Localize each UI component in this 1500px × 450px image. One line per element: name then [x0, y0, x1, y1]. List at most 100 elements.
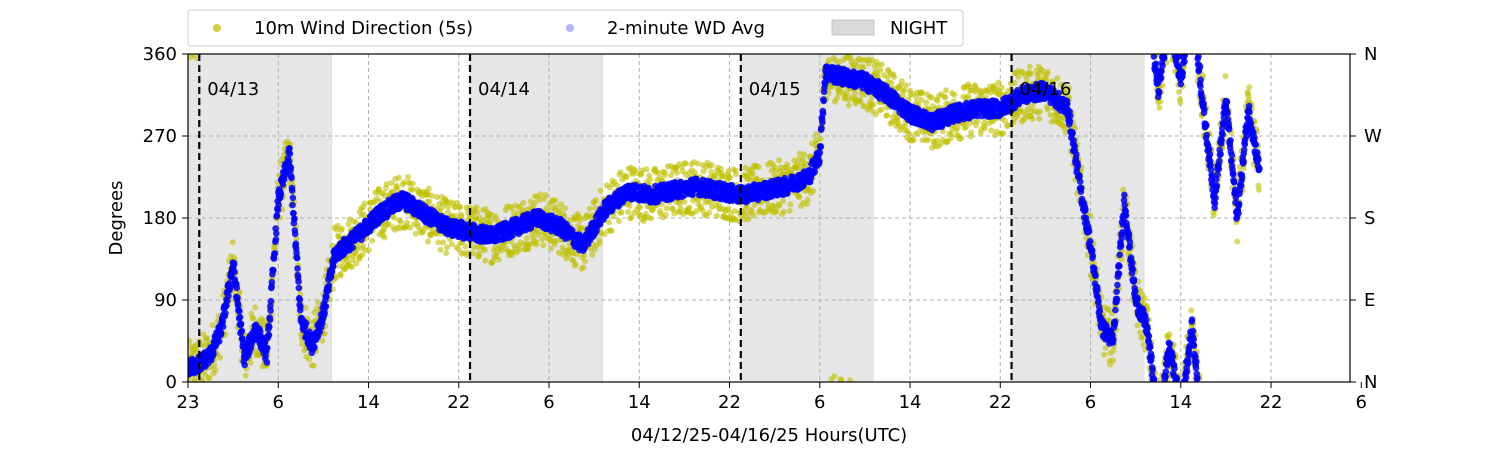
data-point-wind-direction-5s	[476, 250, 483, 257]
data-point-wind-direction-5s	[556, 207, 563, 214]
data-point-2min-avg	[323, 293, 330, 301]
data-point-wind-direction-5s	[947, 135, 954, 142]
data-point-2min-avg	[264, 344, 271, 352]
data-point-wind-direction-5s	[1036, 115, 1043, 122]
data-point-wind-direction-5s	[1015, 73, 1022, 80]
data-point-2min-avg	[295, 284, 303, 292]
data-point-wind-direction-5s	[825, 90, 832, 96]
data-point-2min-avg	[288, 187, 296, 194]
data-point-wind-direction-5s	[928, 94, 935, 101]
data-point-wind-direction-5s	[857, 98, 864, 105]
data-point-wind-direction-5s	[353, 260, 360, 267]
data-point-2min-avg	[263, 359, 271, 366]
data-point-wind-direction-5s	[306, 356, 313, 363]
data-point-wind-direction-5s	[1140, 341, 1147, 348]
data-point-wind-direction-5s	[1044, 68, 1051, 75]
data-point-wind-direction-5s	[250, 315, 257, 322]
data-point-wind-direction-5s	[394, 186, 401, 193]
data-point-wind-direction-5s	[247, 359, 254, 366]
data-point-wind-direction-5s	[359, 251, 366, 258]
data-point-wind-direction-5s	[779, 198, 786, 204]
data-point-wind-direction-5s	[699, 207, 706, 214]
data-point-wind-direction-5s	[407, 224, 414, 231]
data-point-wind-direction-5s	[817, 135, 824, 142]
data-point-wind-direction-5s	[582, 258, 588, 265]
data-point-2min-avg	[328, 268, 336, 276]
data-point-wind-direction-5s	[365, 247, 372, 253]
data-point-wind-direction-5s	[954, 124, 961, 131]
data-point-wind-direction-5s	[339, 225, 345, 232]
data-point-wind-direction-5s	[448, 241, 455, 248]
data-point-wind-direction-5s	[787, 201, 794, 208]
data-point-wind-direction-5s	[694, 160, 701, 167]
data-point-2min-avg	[271, 250, 279, 257]
data-point-wind-direction-5s	[643, 166, 650, 173]
data-point-wind-direction-5s	[1134, 322, 1141, 329]
data-point-wind-direction-5s	[597, 187, 604, 194]
data-point-2min-avg	[265, 331, 273, 339]
data-point-wind-direction-5s	[894, 114, 901, 121]
data-point-wind-direction-5s	[457, 203, 464, 210]
data-point-2min-avg	[215, 338, 223, 345]
data-point-wind-direction-5s	[1028, 70, 1035, 77]
data-point-wind-direction-5s	[444, 208, 451, 215]
data-point-2min-avg	[272, 225, 279, 232]
data-point-wind-direction-5s	[1210, 212, 1217, 219]
data-point-wind-direction-5s	[302, 304, 309, 311]
data-point-wind-direction-5s	[552, 197, 559, 204]
data-point-2min-avg	[322, 303, 330, 310]
data-point-wind-direction-5s	[731, 208, 738, 215]
data-point-wind-direction-5s	[385, 221, 392, 228]
data-point-2min-avg	[296, 296, 304, 304]
data-point-wind-direction-5s	[804, 196, 811, 203]
data-point-2min-avg	[222, 309, 229, 317]
data-point-wind-direction-5s	[726, 174, 733, 181]
data-point-wind-direction-5s	[1047, 112, 1054, 118]
data-point-wind-direction-5s	[495, 256, 502, 263]
data-point-wind-direction-5s	[412, 230, 419, 237]
data-point-wind-direction-5s	[558, 201, 565, 208]
data-point-wind-direction-5s	[1140, 333, 1146, 340]
data-point-wind-direction-5s	[691, 169, 698, 176]
data-point-2min-avg	[295, 278, 302, 285]
data-point-wind-direction-5s	[361, 200, 368, 207]
data-point-wind-direction-5s	[359, 242, 366, 249]
data-point-wind-direction-5s	[755, 164, 762, 171]
data-point-2min-avg	[219, 323, 227, 331]
data-point-wind-direction-5s	[1159, 82, 1166, 89]
data-point-wind-direction-5s	[1029, 115, 1036, 122]
data-point-wind-direction-5s	[796, 194, 803, 201]
data-point-wind-direction-5s	[667, 172, 674, 179]
data-point-wind-direction-5s	[750, 212, 757, 219]
data-point-wind-direction-5s	[878, 61, 885, 68]
data-point-wind-direction-5s	[470, 250, 477, 257]
data-point-wind-direction-5s	[391, 214, 398, 221]
data-point-wind-direction-5s	[674, 169, 680, 176]
data-point-wind-direction-5s	[1156, 104, 1163, 111]
data-point-wind-direction-5s	[995, 79, 1002, 86]
data-point-wind-direction-5s	[1234, 238, 1241, 245]
data-point-wind-direction-5s	[933, 137, 940, 144]
data-point-wind-direction-5s	[998, 84, 1005, 91]
data-point-wind-direction-5s	[462, 243, 469, 250]
data-point-wind-direction-5s	[542, 192, 549, 198]
data-point-wind-direction-5s	[580, 264, 587, 271]
data-point-wind-direction-5s	[592, 205, 599, 211]
data-point-2min-avg	[230, 261, 238, 268]
data-point-2min-avg	[311, 343, 318, 351]
data-point-2min-avg	[819, 119, 826, 126]
data-point-wind-direction-5s	[784, 161, 791, 168]
data-point-wind-direction-5s	[404, 219, 411, 226]
data-point-2min-avg	[236, 313, 244, 321]
data-point-wind-direction-5s	[586, 205, 593, 212]
data-point-wind-direction-5s	[310, 362, 317, 369]
data-point-2min-avg	[273, 212, 281, 219]
data-point-wind-direction-5s	[813, 131, 820, 138]
data-point-2min-avg	[210, 350, 217, 358]
data-point-wind-direction-5s	[444, 244, 450, 251]
data-point-wind-direction-5s	[1255, 186, 1262, 193]
data-point-wind-direction-5s	[439, 203, 446, 210]
data-point-wind-direction-5s	[1107, 361, 1114, 368]
data-point-wind-direction-5s	[454, 199, 460, 206]
data-point-wind-direction-5s	[452, 212, 459, 219]
